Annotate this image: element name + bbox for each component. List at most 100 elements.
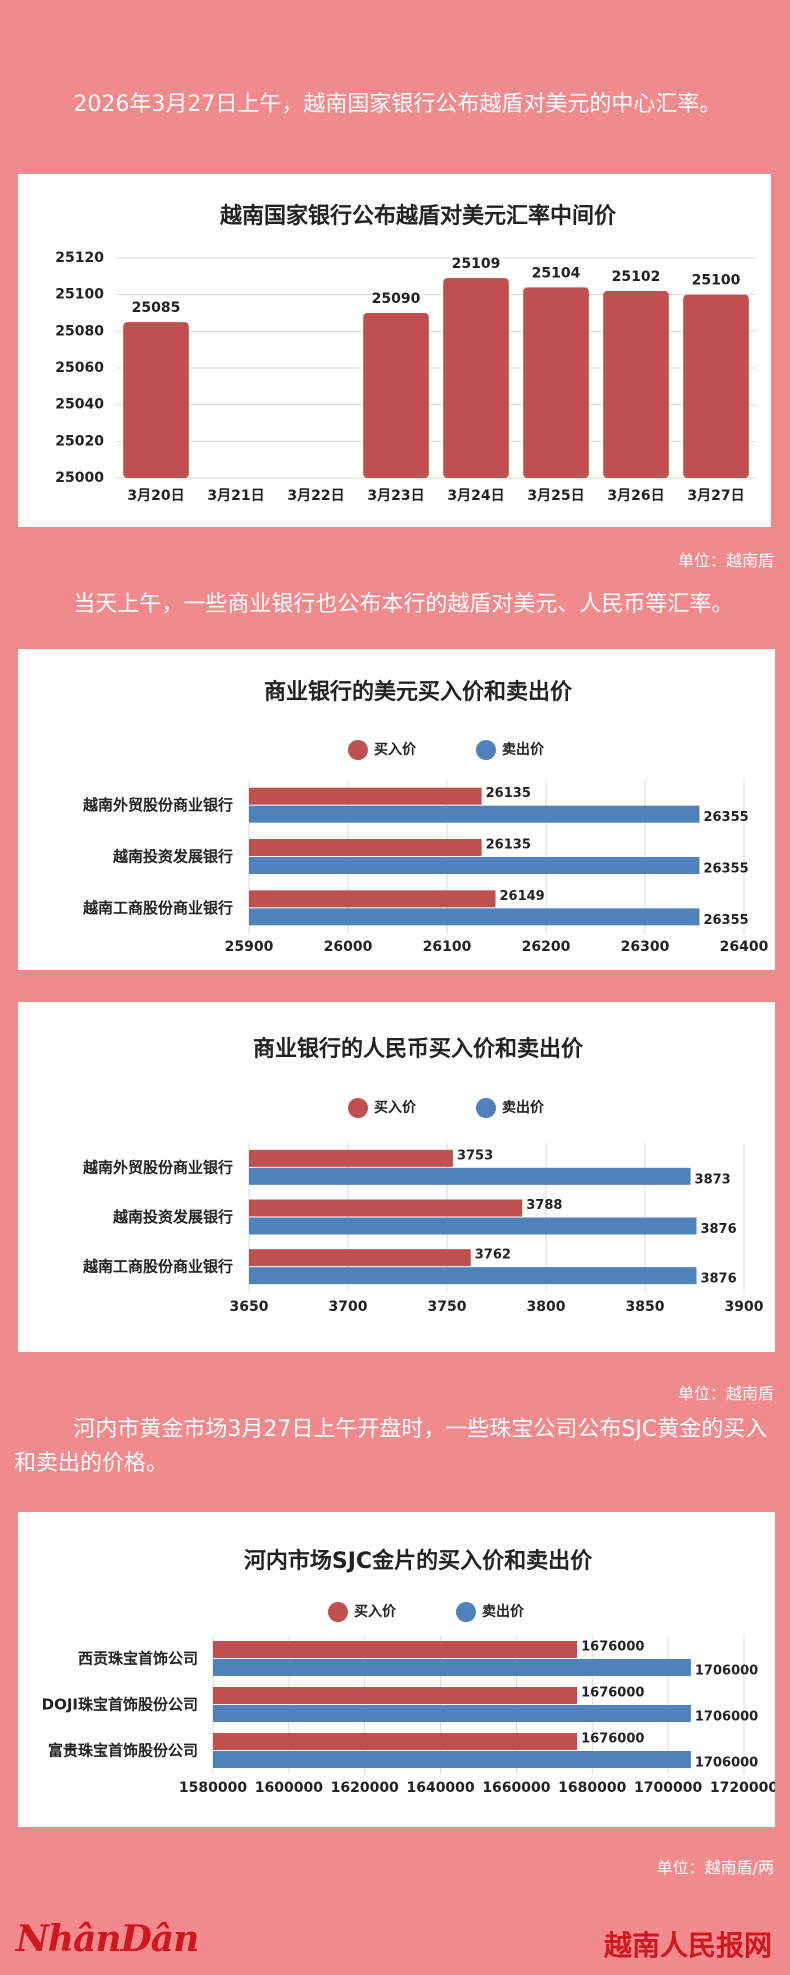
y-tick-label: 25060: [55, 360, 104, 376]
value-label: 25104: [532, 265, 581, 281]
bar: [603, 291, 669, 478]
paragraph: 河内市黄金市场3月27日上午开盘时，一些珠宝公司公布SJC黄金的买入和卖出的价格…: [14, 1417, 768, 1476]
value-label: 26149: [500, 889, 545, 904]
chart-title: 商业银行的人民币买入价和卖出价: [253, 1036, 584, 1062]
x-tick-label: 26000: [324, 939, 373, 955]
y-tick-label: 25040: [55, 397, 104, 413]
y-tick-label: 25020: [55, 433, 104, 449]
legend-label: 卖出价: [482, 1603, 525, 1620]
legend-marker: [476, 740, 496, 760]
value-label: 3762: [475, 1248, 511, 1263]
chart-title: 越南国家银行公布越盾对美元汇率中间价: [219, 203, 617, 229]
value-label: 1706000: [695, 1756, 758, 1771]
value-label: 1676000: [581, 1686, 644, 1701]
bar: [249, 908, 700, 926]
bar: [249, 890, 496, 908]
category-label: 西贡珠宝首饰公司: [78, 1650, 198, 1668]
category-label: 越南外贸股份商业银行: [82, 796, 233, 814]
x-tick-label: 26300: [621, 939, 670, 955]
x-tick-label: 1660000: [482, 1780, 550, 1796]
value-label: 3876: [700, 1222, 736, 1237]
x-tick-label: 3800: [527, 1299, 566, 1315]
y-tick-label: 25000: [55, 470, 104, 486]
legend-marker: [328, 1602, 348, 1622]
bar: [523, 287, 589, 478]
bar: [363, 313, 429, 478]
bar: [249, 1167, 691, 1185]
bar: [249, 1199, 523, 1217]
value-label: 26135: [486, 786, 531, 801]
value-label: 25109: [452, 256, 501, 272]
chart: 商业银行的美元买入价和卖出价 25900 26000 26100 26200 26300 2…: [18, 649, 775, 970]
chart-title: 河内市场SJC金片的买入价和卖出价: [244, 1548, 593, 1574]
chart: 河内市场SJC金片的买入价和卖出价 1580000 1600000 1620000 16…: [18, 1512, 775, 1827]
bar: [249, 805, 700, 823]
bar: [213, 1733, 578, 1750]
value-label: 25100: [692, 273, 741, 289]
chart-title: 商业银行的美元买入价和卖出价: [264, 679, 573, 705]
bar: [249, 1249, 471, 1267]
value-label: 26135: [486, 838, 531, 853]
x-tick-label: 3月20日: [127, 488, 184, 504]
x-tick-label: 1620000: [331, 1780, 399, 1796]
legend-marker: [456, 1602, 476, 1622]
bar: [213, 1751, 691, 1768]
site-name: 越南人民报网: [603, 1929, 772, 1962]
bar: [249, 1217, 697, 1235]
legend-label: 卖出价: [502, 741, 545, 758]
bar: [683, 294, 749, 478]
x-tick-label: 1580000: [179, 1780, 247, 1796]
value-label: 1706000: [695, 1710, 758, 1725]
y-tick-label: 25080: [55, 323, 104, 339]
x-tick-label: 3900: [725, 1299, 764, 1315]
x-tick-label: 25900: [225, 939, 274, 955]
category-label: 越南工商股份商业银行: [82, 1258, 233, 1276]
value-label: 25102: [612, 269, 661, 285]
category-label: 越南外贸股份商业银行: [82, 1158, 233, 1176]
value-label: 3788: [526, 1198, 562, 1213]
value-label: 25090: [372, 291, 421, 307]
chart: 商业银行的人民币买入价和卖出价 3650 3700 3750 3800 3850 3900 买…: [18, 1002, 775, 1352]
value-label: 1676000: [581, 1732, 644, 1747]
x-tick-label: 1680000: [558, 1780, 626, 1796]
bar: [249, 1267, 697, 1285]
legend-label: 买入价: [374, 1100, 417, 1116]
x-tick-label: 3750: [428, 1299, 467, 1315]
x-tick-label: 26100: [423, 939, 472, 955]
unit-note: 单位：越南盾/两: [656, 1858, 774, 1877]
y-tick-label: 25100: [55, 287, 104, 303]
x-tick-label: 3月26日: [607, 488, 664, 504]
value-label: 1676000: [581, 1640, 644, 1655]
x-tick-label: 3月23日: [367, 488, 424, 504]
logo: NhânDân: [16, 1918, 199, 1960]
x-tick-label: 3850: [626, 1299, 665, 1315]
value-label: 3876: [700, 1272, 736, 1287]
category-label: 富贵珠宝首饰股份公司: [48, 1742, 198, 1760]
x-tick-label: 3月22日: [287, 488, 344, 504]
unit-note: 单位：越南盾: [677, 551, 774, 570]
x-tick-label: 1600000: [255, 1780, 323, 1796]
x-tick-label: 3700: [329, 1299, 368, 1315]
value-label: 26355: [703, 810, 748, 825]
bar: [249, 1149, 453, 1167]
chart: 越南国家银行公布越盾对美元汇率中间价 25000 25020 25040 25060 25…: [18, 174, 771, 527]
bar: [249, 839, 482, 856]
value-label: 3753: [457, 1148, 493, 1163]
bar: [443, 278, 509, 478]
legend-label: 买入价: [354, 1604, 397, 1620]
paragraph: 2026年3月27日上午，越南国家银行公布越盾对美元的中心汇率。: [73, 92, 722, 117]
category-label: 越南工商股份商业银行: [82, 899, 233, 917]
bar: [213, 1641, 578, 1658]
legend-label: 卖出价: [502, 1099, 545, 1116]
legend-marker: [348, 740, 368, 760]
bar: [213, 1687, 578, 1704]
bar: [213, 1705, 691, 1722]
x-tick-label: 3月24日: [447, 488, 504, 504]
legend-marker: [348, 1098, 368, 1118]
bar: [123, 322, 189, 478]
x-tick-label: 1640000: [406, 1780, 474, 1796]
x-tick-label: 3月21日: [207, 488, 264, 504]
x-tick-label: 3月27日: [687, 488, 744, 504]
value-label: 25085: [132, 300, 181, 316]
